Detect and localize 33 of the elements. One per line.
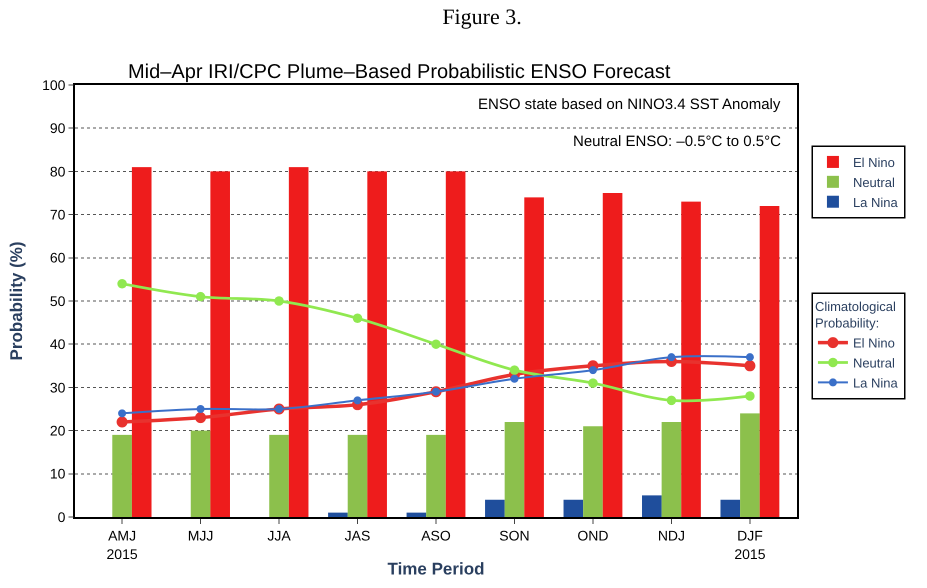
chart-title: Figure 3. [442, 4, 522, 30]
legend-label: El Nino [852, 336, 895, 351]
x-tick-label: ASO [421, 528, 451, 544]
y-tick-label: 0 [58, 508, 66, 525]
legend-label: Neutral [852, 356, 895, 371]
y-tick-label: 60 [50, 250, 66, 266]
chart-subtitle: Mid–Apr IRI/CPC Plume–Based Probabilistic ENSO Forecast [128, 61, 671, 83]
x-axis-title: Time Period [388, 560, 484, 579]
y-tick-label: 90 [50, 120, 66, 136]
x-tick-label: OND [577, 528, 609, 544]
y-tick-label: 20 [50, 422, 66, 438]
y-tick-label: 10 [50, 466, 66, 482]
legend-label: Neutral [852, 174, 895, 190]
x-tick-label: DJF 2015 [734, 528, 766, 562]
y-tick-label: 70 [50, 206, 66, 222]
y-tick-label: 100 [42, 76, 66, 93]
annotation: ENSO state based on NINO3.4 SST Anomaly [478, 96, 781, 113]
legend-label: La Nina [852, 375, 899, 390]
y-tick-label: 50 [50, 292, 66, 309]
x-tick-label: JAS [344, 528, 370, 544]
x-tick-label: MJJ [188, 528, 214, 544]
y-tick-label: 40 [50, 336, 66, 352]
y-axis-title: Probability (%) [7, 241, 26, 361]
x-tick-label: AMJ 2015 [106, 528, 138, 562]
y-tick-label: 30 [50, 379, 66, 396]
x-tick-label: SON [499, 528, 530, 544]
y-tick-label: 80 [50, 163, 66, 180]
legend-label: El Nino [852, 155, 895, 170]
annotation: Neutral ENSO: –0.5°C to 0.5°C [573, 133, 782, 150]
x-tick-label: JJA [267, 528, 292, 544]
legend-label: La Nina [852, 194, 899, 210]
x-tick-label: NDJ [658, 528, 686, 544]
legend-title: Climatological Probability: [814, 298, 896, 331]
